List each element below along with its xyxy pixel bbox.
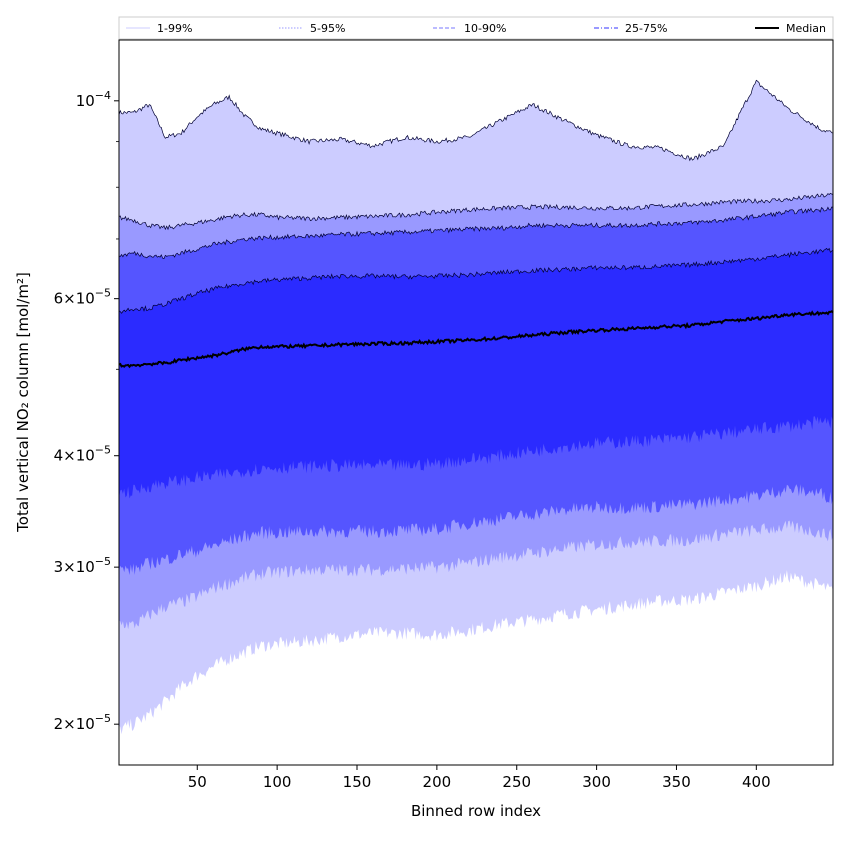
x-tick-label: 300 [582,773,611,791]
legend-label: 1-99% [157,22,192,35]
legend-label: 10-90% [464,22,506,35]
legend-label: Median [786,22,826,35]
x-tick-label: 350 [662,773,691,791]
y-tick-label: 2×10−5 [54,712,111,733]
y-tick-label: 4×10−5 [54,444,111,465]
y-tick-label: 3×10−5 [54,555,111,576]
y-tick-label: 6×10−5 [54,287,111,308]
x-tick-label: 50 [188,773,207,791]
axes: 50 100 150 200 250 300 350 400 2×10−5 3×10−5 4×10−… [54,39,834,791]
median-series [118,310,834,369]
plot-frame [118,39,834,766]
x-tick-label: 400 [742,773,771,791]
band-edge-lines [118,79,834,314]
y-tick-label: 10−4 [76,89,111,110]
x-tick-label: 150 [343,773,372,791]
x-tick-label: 200 [423,773,452,791]
band-5-95%-upper-edge [118,192,834,231]
legend-label: 5-95% [310,22,345,35]
x-axis-label: Binned row index [411,802,541,820]
y-axis-label: Total vertical NO₂ column [mol/m²] [14,272,32,533]
band-25-75%-upper-edge [118,247,834,314]
series-median-line [118,310,834,369]
x-tick-label: 100 [263,773,292,791]
legend: 1-99% 5-95% 10-90% 25-75% Median [118,16,834,40]
legend-label: 25-75% [625,22,667,35]
band-25-75%-area [119,248,833,499]
percentile-bands [119,80,833,735]
band-10-90%-upper-edge [118,206,834,260]
legend-box [118,16,834,40]
x-tick-label: 250 [502,773,531,791]
band-1-99%-upper-edge [118,79,834,162]
